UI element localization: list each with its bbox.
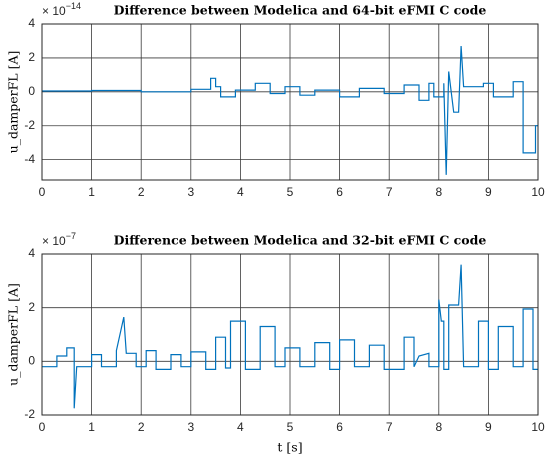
y-tick-label: 4 <box>28 16 35 30</box>
x-tick-label: 8 <box>435 420 442 434</box>
axes-box <box>41 253 539 416</box>
x-tick-label: 9 <box>485 420 492 434</box>
x-axis-label: t [s] <box>277 440 302 455</box>
x-tick-label: 7 <box>386 185 393 199</box>
data-line <box>42 45 538 175</box>
y-tick-label: -4 <box>24 152 35 166</box>
x-tick-label: 4 <box>237 185 244 199</box>
y-axis-label: u_damperFL [A] <box>6 283 21 386</box>
x-tick-label: 0 <box>39 420 46 434</box>
axis-exponent: × 10−14 <box>42 1 81 18</box>
chart-title: Difference between Modelica and 32-bit e… <box>114 233 487 248</box>
y-tick-label: -2 <box>24 118 35 132</box>
y-tick-label: 0 <box>28 84 35 98</box>
x-tick-label: 5 <box>287 420 294 434</box>
x-tick-label: 6 <box>336 420 343 434</box>
subplot: 0 1 2 3 4 5 6 7 8 9 10 -2 0 2 4 Difference between Mode… <box>6 231 545 454</box>
y-tick-label: 0 <box>28 354 35 368</box>
x-tick-label: 0 <box>39 185 46 199</box>
x-tick-label: 8 <box>435 185 442 199</box>
x-tick-label: 6 <box>336 185 343 199</box>
chart-title: Difference between Modelica and 64-bit e… <box>114 3 487 18</box>
exponent-base: × 10 <box>42 234 66 248</box>
exponent-power: −14 <box>66 1 81 11</box>
y-tick-label: 4 <box>28 246 35 260</box>
x-tick-label: 2 <box>138 420 145 434</box>
x-tick-label: 1 <box>88 420 95 434</box>
axes-box <box>41 23 539 181</box>
x-tick-label: 3 <box>187 420 194 434</box>
y-tick-label: 2 <box>28 50 35 64</box>
x-tick-label: 3 <box>187 185 194 199</box>
y-axis-label: u_damperFL [A] <box>6 51 21 154</box>
x-tick-label: 5 <box>287 185 294 199</box>
x-tick-label: 7 <box>386 420 393 434</box>
x-tick-label: 4 <box>237 420 244 434</box>
axis-exponent: × 10−7 <box>42 231 76 248</box>
x-tick-label: 2 <box>138 185 145 199</box>
exponent-power: −7 <box>66 231 76 241</box>
y-tick-label: 2 <box>28 300 35 314</box>
x-tick-label: 10 <box>531 185 545 199</box>
subplot: 0 1 2 3 4 5 6 7 8 9 10 -4 -2 0 2 4 Difference between Mo… <box>6 1 545 199</box>
x-tick-label: 10 <box>531 420 545 434</box>
x-tick-label: 1 <box>88 185 95 199</box>
y-tick-label: -2 <box>24 407 35 421</box>
data-line <box>42 264 538 409</box>
exponent-base: × 10 <box>42 4 66 18</box>
x-tick-label: 9 <box>485 185 492 199</box>
